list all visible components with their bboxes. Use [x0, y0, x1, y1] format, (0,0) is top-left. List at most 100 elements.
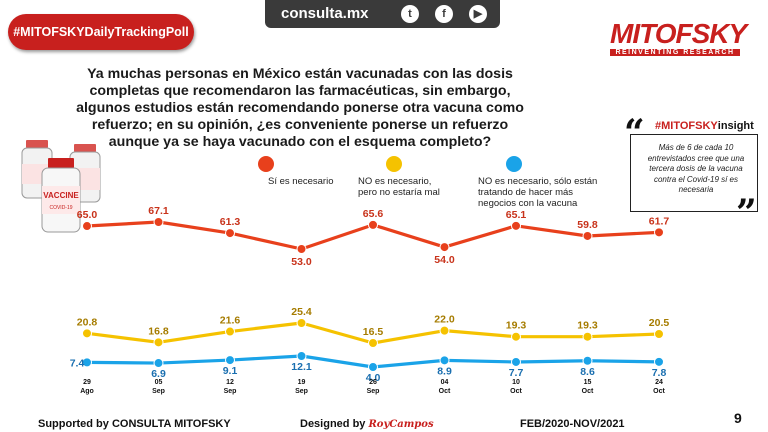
data-point — [82, 328, 92, 339]
data-label: 67.1 — [148, 205, 169, 217]
insight-label: #MITOFSKYinsight — [655, 120, 754, 132]
data-label: 12.1 — [291, 361, 312, 373]
data-point — [582, 331, 593, 342]
brand-name: MITOFSKY — [610, 18, 747, 49]
data-point — [225, 228, 235, 239]
data-label: 54.0 — [434, 254, 455, 266]
brand-tagline: REINVENTING RESEARCH — [610, 49, 740, 56]
data-label: 19.3 — [577, 320, 598, 332]
data-label: 19.3 — [506, 320, 527, 332]
data-label: 16.8 — [148, 325, 169, 337]
hashtag-badge: #MITOFSKYDailyTrackingPoll — [8, 14, 194, 50]
x-tick-day: 05 — [155, 379, 163, 386]
vial-sublabel: COVID-19 — [49, 205, 72, 211]
data-label: 4.0 — [366, 372, 381, 384]
youtube-icon[interactable]: ▶ — [469, 5, 487, 23]
data-label: 7.4 — [70, 357, 85, 369]
data-label: 9.1 — [223, 365, 238, 377]
data-point — [439, 355, 450, 366]
footer-supported: Supported by CONSULTA MITOFSKY — [38, 418, 231, 430]
x-tick-month: Oct — [653, 388, 665, 395]
data-point — [296, 318, 307, 328]
data-label: 61.3 — [220, 216, 241, 228]
data-label: 6.9 — [151, 368, 166, 380]
data-label: 61.7 — [649, 215, 670, 227]
data-label: 20.5 — [649, 317, 670, 329]
data-label: 22.0 — [434, 314, 455, 326]
data-label: 53.0 — [291, 256, 312, 268]
insight-label-suffix: insight — [717, 120, 754, 132]
data-label: 16.5 — [363, 326, 384, 338]
data-point — [368, 338, 378, 348]
data-point — [368, 219, 378, 230]
x-tick-month: Oct — [582, 388, 594, 395]
designer-signature: RoyCampos — [368, 419, 434, 430]
data-label: 8.6 — [580, 366, 595, 378]
open-quote-icon: “ — [624, 112, 645, 154]
x-tick-day: 10 — [512, 379, 520, 386]
footer-period: FEB/2020-NOV/2021 — [520, 418, 625, 430]
data-label: 7.8 — [652, 367, 667, 379]
legend-label-no-business: NO es necesario, sólo están tratando de … — [478, 176, 598, 209]
twitter-icon[interactable]: t — [401, 5, 419, 23]
legend-label-yes: Sí es necesario — [268, 176, 334, 187]
footer-designed-label: Designed by — [300, 418, 366, 430]
data-point — [225, 326, 235, 337]
data-label: 8.9 — [437, 365, 452, 377]
x-tick-month: Sep — [152, 388, 165, 395]
data-label: 20.8 — [77, 316, 98, 328]
legend-marker-yes — [258, 156, 274, 172]
facebook-icon[interactable]: f — [435, 5, 453, 23]
page-number: 9 — [734, 410, 742, 426]
top-bar: consulta.mx t f ▶ — [265, 0, 500, 28]
insight-box: Más de 6 de cada 10 entrevistados cree q… — [630, 134, 758, 212]
footer-designed: Designed by RoyCampos — [300, 418, 434, 430]
data-point — [153, 337, 164, 348]
data-point — [439, 242, 450, 253]
x-tick-day: 04 — [441, 379, 449, 386]
x-tick-day: 12 — [226, 379, 234, 386]
x-tick-month: Oct — [510, 388, 522, 395]
data-point — [296, 244, 307, 254]
data-label: 7.7 — [509, 367, 524, 379]
data-label: 25.4 — [291, 306, 312, 318]
close-quote-icon: ” — [736, 192, 757, 234]
data-point — [654, 356, 664, 367]
x-tick-day: 29 — [83, 379, 91, 386]
data-point — [153, 217, 164, 227]
data-point — [225, 355, 235, 366]
data-point — [368, 362, 378, 372]
x-tick-month: Ago — [80, 388, 94, 395]
data-label: 65.0 — [77, 209, 98, 221]
data-point — [296, 351, 307, 361]
x-tick-month: Oct — [439, 388, 451, 395]
data-point — [582, 230, 593, 241]
data-label: 21.6 — [220, 315, 241, 327]
x-tick-day: 19 — [298, 379, 306, 386]
data-point — [439, 325, 450, 336]
data-point — [582, 355, 593, 366]
vial-label: VACCINE — [43, 191, 79, 200]
legend-marker-no-business — [506, 156, 522, 172]
data-label: 59.8 — [577, 219, 598, 231]
data-label: 65.1 — [506, 209, 527, 221]
x-tick-month: Sep — [224, 388, 237, 395]
legend-marker-no-but — [386, 156, 402, 172]
data-point — [153, 358, 164, 369]
data-point — [82, 357, 92, 368]
site-link[interactable]: consulta.mx — [281, 5, 369, 22]
data-point — [511, 356, 521, 367]
x-tick-day: 26 — [369, 379, 377, 386]
x-tick-day: 15 — [584, 379, 592, 386]
data-point — [82, 221, 92, 232]
insight-label-prefix: #MITOFSKY — [655, 120, 718, 132]
data-point — [511, 331, 521, 342]
data-point — [511, 220, 521, 231]
x-tick-month: Sep — [367, 388, 380, 395]
survey-question: Ya muchas personas en México están vacun… — [76, 66, 524, 150]
x-tick-day: 24 — [655, 379, 663, 386]
vaccine-vials-illustration: VACCINE COVID-19 — [21, 140, 101, 233]
data-point — [654, 227, 664, 238]
brand-logo: MITOFSKY REINVENTING RESEARCH — [610, 20, 760, 56]
